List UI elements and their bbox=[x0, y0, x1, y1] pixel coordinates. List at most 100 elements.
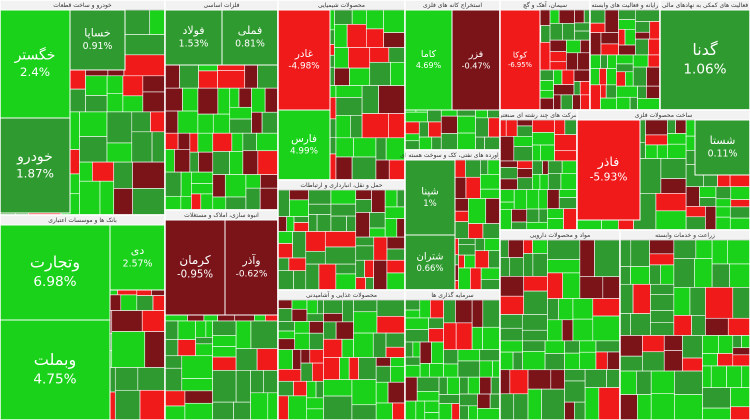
tile bbox=[164, 9, 223, 66]
tile bbox=[334, 24, 348, 48]
tile bbox=[438, 376, 448, 395]
tile bbox=[526, 221, 548, 231]
tile bbox=[419, 363, 431, 378]
tile bbox=[673, 239, 697, 259]
tile bbox=[532, 132, 555, 146]
sector-title: مواد و محصولات دارویی bbox=[530, 232, 591, 239]
tile bbox=[261, 111, 279, 134]
tile bbox=[558, 298, 574, 321]
tile bbox=[499, 201, 515, 210]
tile-name: شستا bbox=[710, 134, 736, 147]
tile bbox=[164, 339, 179, 357]
tile bbox=[231, 132, 244, 152]
tile bbox=[384, 206, 406, 219]
tile bbox=[132, 161, 166, 189]
tile bbox=[386, 248, 406, 261]
tile bbox=[212, 174, 226, 198]
tile bbox=[589, 68, 600, 86]
tile bbox=[727, 239, 750, 265]
tile bbox=[579, 351, 597, 370]
tile bbox=[164, 195, 182, 211]
tile bbox=[316, 214, 332, 232]
tile bbox=[673, 315, 692, 336]
tile bbox=[229, 87, 240, 108]
tile bbox=[245, 187, 261, 211]
tile bbox=[404, 376, 418, 402]
tile bbox=[479, 360, 493, 378]
tile bbox=[142, 75, 166, 93]
tile bbox=[164, 355, 183, 369]
tile-change: 2.4% bbox=[20, 65, 50, 79]
tile bbox=[396, 189, 406, 208]
tile bbox=[440, 115, 458, 134]
tile bbox=[306, 313, 324, 322]
tile bbox=[699, 186, 717, 198]
tile bbox=[330, 189, 357, 205]
tile bbox=[562, 23, 575, 41]
tile bbox=[180, 195, 192, 211]
tile bbox=[152, 295, 166, 311]
tile-name: فملی bbox=[238, 24, 262, 37]
tile bbox=[330, 215, 347, 232]
tile bbox=[513, 146, 533, 162]
tile bbox=[642, 335, 665, 353]
tile bbox=[404, 159, 456, 236]
tile bbox=[637, 394, 652, 420]
tile bbox=[635, 31, 651, 40]
tile bbox=[85, 95, 108, 113]
tile bbox=[523, 253, 534, 277]
tile-name: فاذر bbox=[597, 154, 620, 170]
tile bbox=[471, 326, 483, 351]
tile bbox=[197, 87, 219, 115]
tile bbox=[674, 370, 703, 395]
sector-title: ساخت محصولات فلزی bbox=[635, 112, 693, 119]
tile bbox=[655, 210, 687, 231]
tile bbox=[251, 111, 263, 134]
tile bbox=[667, 133, 687, 145]
tile bbox=[431, 341, 444, 364]
tile bbox=[715, 216, 731, 231]
tile bbox=[574, 30, 591, 41]
tile bbox=[645, 144, 658, 159]
tile bbox=[646, 66, 661, 87]
tile bbox=[149, 9, 166, 35]
tile bbox=[699, 197, 717, 207]
tile-change: -0.47% bbox=[462, 60, 491, 70]
tile bbox=[235, 348, 258, 371]
tile bbox=[563, 208, 578, 231]
tile bbox=[324, 231, 357, 248]
tile bbox=[645, 119, 668, 136]
tile bbox=[499, 209, 512, 231]
tile-name: شتران bbox=[416, 252, 443, 263]
tile bbox=[650, 322, 675, 336]
tile bbox=[544, 340, 565, 354]
tile bbox=[499, 178, 518, 190]
tile bbox=[499, 9, 541, 111]
tile bbox=[416, 391, 440, 402]
tile-change: 0.11% bbox=[708, 149, 738, 160]
tile bbox=[618, 19, 636, 30]
tile bbox=[642, 351, 665, 372]
tile bbox=[511, 209, 528, 223]
tile bbox=[229, 118, 252, 134]
tile bbox=[260, 174, 279, 189]
tile bbox=[564, 352, 580, 370]
tile bbox=[212, 132, 233, 152]
tile bbox=[660, 178, 687, 194]
tile bbox=[123, 54, 166, 77]
tile bbox=[561, 69, 575, 85]
tile-change: -5.93% bbox=[590, 171, 628, 184]
tile bbox=[180, 171, 192, 197]
tile bbox=[404, 121, 420, 135]
tile bbox=[256, 132, 279, 152]
tile bbox=[277, 109, 331, 181]
tile bbox=[619, 283, 634, 314]
tile bbox=[250, 370, 264, 394]
tile bbox=[224, 219, 279, 316]
tile bbox=[682, 335, 703, 359]
tile bbox=[579, 239, 595, 278]
tile bbox=[547, 272, 564, 299]
tile bbox=[560, 94, 573, 111]
tile bbox=[106, 142, 133, 163]
